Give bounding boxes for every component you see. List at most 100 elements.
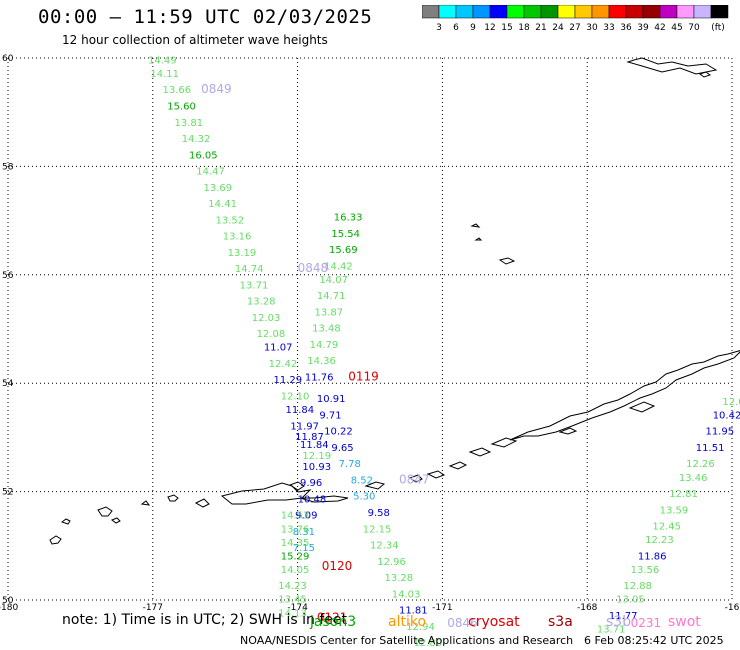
wave-height-value: 7.15 [293,543,315,554]
wave-height-value: 13.66 [162,85,191,96]
wave-height-value: 12.81 [669,489,698,500]
wave-height-value: 10.48 [298,494,327,505]
wave-height-value: 13.46 [679,473,708,484]
footer-generated-time: 6 Feb 08:25:42 UTC 2025 [584,634,724,647]
page-subtitle: 12 hour collection of altimeter wave hei… [62,33,328,47]
wave-height-value: 12.0 [722,397,740,408]
island-chain-4 [364,481,386,490]
legend-swatch [659,5,678,19]
legend-tick-label: 15 [501,23,512,33]
legend-tick-label: 45 [671,23,682,33]
wave-height-value: 12.45 [652,522,681,533]
wave-height-value: 13.28 [384,573,413,584]
wave-height-value: 12.42 [269,359,298,370]
wave-height-value: 11.87 [295,432,324,443]
satellite-cryosat: cryosat [468,614,520,630]
wave-height-value: 13.48 [312,324,341,335]
lat-tick-label: 56 [2,271,14,281]
wave-height-value: 13.76 [281,524,310,535]
island-west-4 [110,517,121,524]
wave-height-value: 7.78 [339,459,361,470]
legend-swatch [438,5,457,19]
wave-height-value: 10.42 [713,410,740,421]
wave-height-value: 13.19 [228,248,257,259]
wave-height-value: 10.93 [302,462,331,473]
map-grid [7,57,733,601]
alaska-peninsula [509,350,740,441]
island-north-1 [698,71,712,78]
wave-height-value: 13.16 [223,232,252,243]
wave-height-value: 12.34 [370,541,399,552]
wave-height-value: 14.03 [392,589,421,600]
wave-height-value: 9.58 [368,508,390,519]
lat-tick-label: 58 [2,162,14,172]
legend-tick-label: 3 [436,23,442,33]
map-tick-labels: -180 -177 -174 -171 -168 -16 60 58 56 54 52 50 [0,54,740,613]
legend-tick-label: 33 [603,23,614,33]
legend-tick-label: 9 [470,23,476,33]
pass-time-label: 0848 [298,261,329,275]
legend-swatch [676,5,695,19]
legend-swatch [523,5,542,19]
legend-tick-label: 30 [586,23,598,33]
island-west-3 [97,506,113,517]
island-chain-2 [299,495,349,503]
wave-height-value: 8.31 [293,527,315,538]
wave-height-value: 9.09 [295,511,317,522]
legend-swatch [710,5,729,19]
legend-swatch [625,5,644,19]
pass-time-label: 0846 [447,616,478,630]
legend-swatch [489,5,508,19]
lon-tick-label: -174 [287,603,308,613]
wave-height-value: 12.80 [413,638,442,649]
wave-height-value: 13.87 [314,307,343,318]
wave-height-value: 13.59 [660,505,689,516]
wave-height-value: 14.35 [281,538,310,549]
legend-tick-label: 12 [484,23,495,33]
island-west-2 [60,518,71,525]
legend-swatch [608,5,627,19]
legend-swatch [693,5,712,19]
footer-note: note: 1) Time is in UTC; 2) SWH is in fe… [62,612,348,628]
wave-height-value: 12.15 [363,524,392,535]
wave-height-value: 14.49 [148,55,177,66]
wave-height-value: 12.94 [406,622,435,633]
legend-swatch [422,5,440,19]
wave-height-value: 13.28 [247,297,276,308]
island-west-6 [167,494,179,502]
legend-tick-label: 39 [637,23,649,33]
legend-tick-label: 70 [688,23,700,33]
wave-height-value: 12.08 [257,329,286,340]
wave-height-value: 14.36 [307,356,336,367]
wave-height-value: 15.54 [331,229,360,240]
wave-height-value: 14.42 [324,261,353,272]
legend-tick-label: 24 [552,23,564,33]
legend-swatch [506,5,525,19]
pass-time-label: 0847 [399,472,430,486]
legend-swatch [574,5,593,19]
legend-swatch [472,5,491,19]
pass-time-labels: 0849 0848 0119 0847 0120 0121 0846 0231 [201,82,661,630]
wave-height-value: 14.71 [317,291,346,302]
lat-tick-label: 52 [2,488,13,498]
footer-credit: NOAA/NESDIS Center for Satellite Applica… [240,634,574,647]
satellite-jason3: jason3 [310,614,357,630]
wave-height-value: 13.52 [216,215,245,226]
island-west-7 [194,498,210,508]
wave-height-value: 11.81 [399,606,428,617]
lon-tick-label: -168 [577,603,598,613]
wave-height-value: 14.41 [208,199,237,210]
legend-tick-label: 6 [453,23,459,33]
island-chain-8 [468,447,492,457]
island-chain-1 [220,482,312,505]
island-pribilof-2 [470,223,481,228]
wave-height-value: 15.29 [281,551,310,562]
wave-height-value: 10.22 [324,427,353,438]
page-title: 00:00 – 11:59 UTC 02/03/2025 [38,6,373,28]
wave-height-value: 12.88 [623,581,652,592]
satellite-altiko: altiko [388,614,427,630]
legend-swatch [455,5,474,19]
lon-tick-label: -180 [0,603,18,613]
wave-height-value: 11.76 [305,372,334,383]
legend-unit: (ft) [711,23,725,33]
